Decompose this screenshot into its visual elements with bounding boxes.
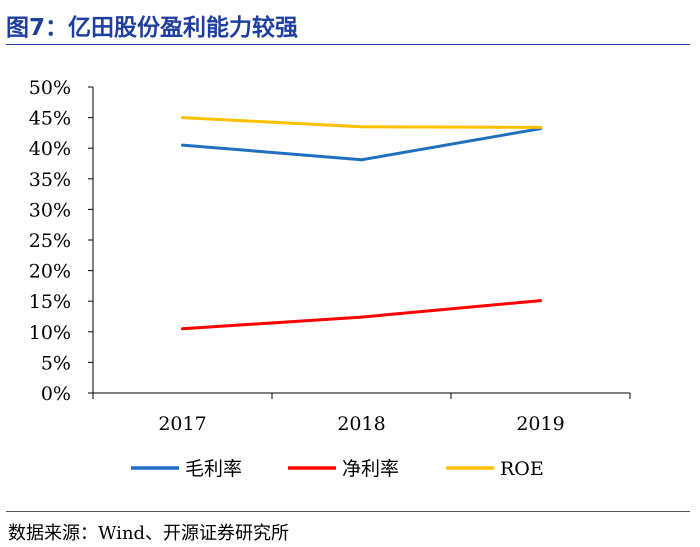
data-point: [181, 116, 184, 120]
data-point: [360, 125, 363, 129]
data-point: [181, 327, 184, 331]
legend-label: 净利率: [342, 458, 399, 480]
series-line-2: [182, 299, 541, 331]
y-axis: 0% 5% 10% 15% 20% 25% 30% 35% 40% 45% 50%: [29, 77, 94, 405]
data-point: [360, 158, 363, 162]
y-tick-label: 50%: [29, 77, 71, 99]
data-source: 数据来源：Wind、开源证券研究所: [8, 523, 290, 544]
title-divider: [6, 44, 690, 45]
y-tick-label: 10%: [29, 322, 71, 344]
line-chart: 0% 5% 10% 15% 20% 25% 30% 35% 40% 45% 50% 2017 2018…: [29, 77, 631, 480]
chart-title: 图7：亿田股份盈利能力较强: [6, 15, 299, 41]
data-point: [539, 125, 542, 129]
legend: 毛利率 净利率 ROE: [131, 458, 544, 480]
y-tick-label: 25%: [29, 230, 71, 252]
x-tick-label: 2018: [337, 413, 385, 435]
data-point: [539, 299, 542, 303]
source-divider: [6, 511, 690, 512]
y-tick-label: 0%: [41, 383, 71, 405]
y-tick-label: 5%: [41, 352, 71, 374]
y-tick-label: 35%: [29, 169, 71, 191]
x-tick-label: 2019: [516, 413, 564, 435]
y-tick-label: 30%: [29, 199, 71, 221]
x-axis: 2017 2018 2019: [92, 392, 631, 435]
x-tick-label: 2017: [158, 413, 206, 435]
series-line-1: [182, 127, 541, 162]
legend-label: ROE: [500, 458, 544, 480]
legend-label: 毛利率: [185, 458, 242, 480]
y-tick-label: 20%: [29, 261, 71, 283]
y-tick-label: 45%: [29, 108, 71, 130]
data-point: [181, 143, 184, 147]
y-tick-label: 40%: [29, 138, 71, 160]
y-tick-label: 15%: [29, 291, 71, 313]
series-lines: [181, 116, 542, 331]
data-point: [360, 315, 363, 319]
